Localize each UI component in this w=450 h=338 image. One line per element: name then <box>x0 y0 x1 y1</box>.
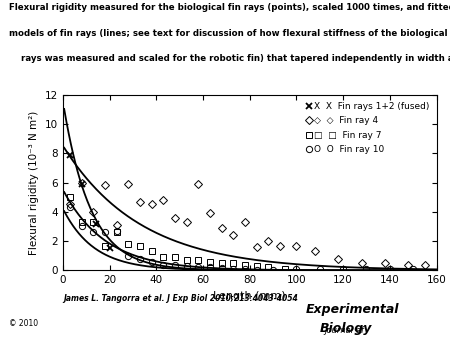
Y-axis label: Flexural rigidity (10⁻³ N m²): Flexural rigidity (10⁻³ N m²) <box>29 111 39 255</box>
Text: James L. Tangorra et al. J Exp Biol 2010;213:4043-4054: James L. Tangorra et al. J Exp Biol 2010… <box>63 294 298 303</box>
Text: Experimental: Experimental <box>306 303 400 316</box>
Text: models of fin rays (lines; see text for discussion of how flexural stiffness of : models of fin rays (lines; see text for … <box>9 29 450 38</box>
Text: Journal of: Journal of <box>324 325 364 335</box>
Legend: X  X  Fin rays 1+2 (fused), ◇  ◇  Fin ray 4, □  □  Fin ray 7, O  O  Fin ray 10: X X Fin rays 1+2 (fused), ◇ ◇ Fin ray 4,… <box>304 99 432 157</box>
X-axis label: Length (mm): Length (mm) <box>213 291 286 301</box>
Text: Biology: Biology <box>320 322 372 335</box>
Text: rays was measured and scaled for the robotic fin) that tapered independently in : rays was measured and scaled for the rob… <box>9 54 450 63</box>
Text: © 2010: © 2010 <box>9 319 38 328</box>
Text: Flexural rigidity measured for the biological fin rays (points), scaled 1000 tim: Flexural rigidity measured for the biolo… <box>9 3 450 13</box>
